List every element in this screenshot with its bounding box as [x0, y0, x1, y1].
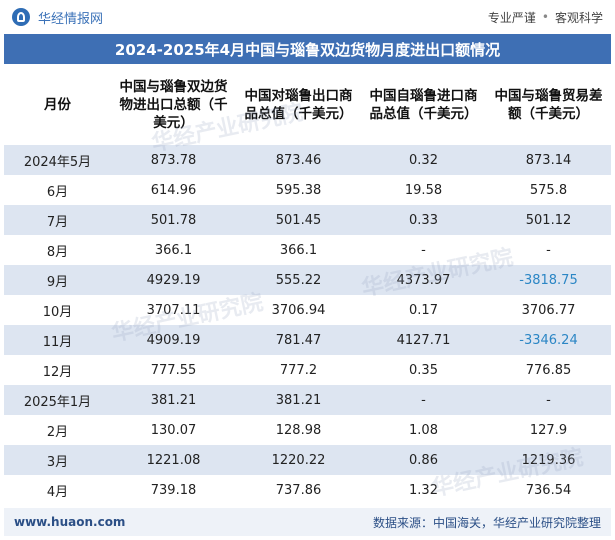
- cell-balance: 3706.77: [486, 295, 611, 325]
- table-row: 2024年5月 873.78 873.46 0.32 873.14: [4, 145, 611, 175]
- table-header-row: 月份 中国与瑙鲁双边货物进出口总额（千美元） 中国对瑙鲁出口商品总值（千美元） …: [4, 64, 611, 145]
- cell-total: 366.1: [111, 235, 236, 265]
- slogan-left: 专业严谨: [487, 10, 536, 25]
- cell-total: 501.78: [111, 205, 236, 235]
- cell-balance: 575.8: [486, 175, 611, 205]
- cell-month: 11月: [4, 325, 111, 355]
- brand-name: 华经情报网: [38, 11, 104, 27]
- cell-import: 0.32: [361, 145, 486, 175]
- cell-total: 3707.11: [111, 295, 236, 325]
- cell-month: 8月: [4, 235, 111, 265]
- cell-balance: -: [486, 385, 611, 415]
- cell-export: 381.21: [236, 385, 361, 415]
- table-row: 4月 739.18 737.86 1.32 736.54: [4, 475, 611, 505]
- cell-month: 2024年5月: [4, 145, 111, 175]
- cell-balance: -3818.75: [486, 265, 611, 295]
- table-row: 9月 4929.19 555.22 4373.97 -3818.75: [4, 265, 611, 295]
- page-title: 2024-2025年4月中国与瑙鲁双边货物月度进出口额情况: [4, 34, 611, 64]
- table-row: 8月 366.1 366.1- -: [4, 235, 611, 265]
- cell-import: -: [361, 235, 486, 265]
- footer-url[interactable]: www.huaon.com: [14, 515, 126, 529]
- table-row: 2025年1月 381.21 381.21- -: [4, 385, 611, 415]
- cell-total: 614.96: [111, 175, 236, 205]
- cell-import: 19.58: [361, 175, 486, 205]
- cell-balance: 127.9: [486, 415, 611, 445]
- cell-import: 4127.71: [361, 325, 486, 355]
- cell-import: 1.08: [361, 415, 486, 445]
- cell-total: 1221.08: [111, 445, 236, 475]
- cell-export: 128.98: [236, 415, 361, 445]
- cell-month: 6月: [4, 175, 111, 205]
- cell-export: 737.86: [236, 475, 361, 505]
- brand[interactable]: 华经情报网: [12, 8, 103, 27]
- cell-export: 595.38: [236, 175, 361, 205]
- column-header-export: 中国对瑙鲁出口商品总值（千美元）: [244, 87, 353, 122]
- cell-month: 7月: [4, 205, 111, 235]
- cell-balance: -: [486, 235, 611, 265]
- cell-export: 555.22: [236, 265, 361, 295]
- table-body: 2024年5月 873.78 873.46 0.32 873.14 6月 614.96 595…: [4, 145, 611, 505]
- cell-export: 873.46: [236, 145, 361, 175]
- cell-month: 2月: [4, 415, 111, 445]
- cell-import: 0.35: [361, 355, 486, 385]
- cell-balance: 776.85: [486, 355, 611, 385]
- cell-balance: 736.54: [486, 475, 611, 505]
- table-row: 10月 3707.11 3706.94 0.17 3706.77: [4, 295, 611, 325]
- cell-import: 0.17: [361, 295, 486, 325]
- slogan: 专业严谨 • 客观科学: [488, 9, 603, 26]
- cell-total: 739.18: [111, 475, 236, 505]
- cell-month: 12月: [4, 355, 111, 385]
- cell-total: 777.55: [111, 355, 236, 385]
- cell-import: 0.86: [361, 445, 486, 475]
- footer-source: 数据来源：中国海关，华经产业研究院整理: [372, 515, 601, 530]
- footer: www.huaon.com 数据来源：中国海关，华经产业研究院整理: [4, 508, 611, 536]
- cell-import: -: [361, 385, 486, 415]
- cell-export: 366.1: [236, 235, 361, 265]
- table-row: 12月 777.55 777.2 0.35 776.85: [4, 355, 611, 385]
- cell-export: 3706.94: [236, 295, 361, 325]
- data-table: 月份 中国与瑙鲁双边货物进出口总额（千美元） 中国对瑙鲁出口商品总值（千美元） …: [4, 64, 611, 505]
- cell-balance: -3346.24: [486, 325, 611, 355]
- table-row: 6月 614.96 595.38 19.58 575.8: [4, 175, 611, 205]
- brand-logo-icon: [12, 8, 30, 26]
- cell-month: 9月: [4, 265, 111, 295]
- column-header-month: 月份: [44, 96, 71, 113]
- cell-total: 4929.19: [111, 265, 236, 295]
- top-bar: 华经情报网 专业严谨 • 客观科学: [0, 0, 615, 34]
- table-row: 11月 4909.19 781.47 4127.71 -3346.24: [4, 325, 611, 355]
- cell-total: 873.78: [111, 145, 236, 175]
- cell-total: 381.21: [111, 385, 236, 415]
- slogan-right: 客观科学: [554, 10, 603, 25]
- cell-balance: 873.14: [486, 145, 611, 175]
- cell-month: 3月: [4, 445, 111, 475]
- cell-month: 2025年1月: [4, 385, 111, 415]
- slogan-separator: •: [541, 10, 549, 24]
- cell-total: 130.07: [111, 415, 236, 445]
- column-header-import: 中国自瑙鲁进口商品总值（千美元）: [369, 87, 478, 122]
- cell-month: 4月: [4, 475, 111, 505]
- cell-export: 1220.22: [236, 445, 361, 475]
- cell-balance: 1219.36: [486, 445, 611, 475]
- table-row: 2月 130.07 128.98 1.08 127.9: [4, 415, 611, 445]
- column-header-balance: 中国与瑙鲁贸易差额（千美元）: [494, 87, 603, 122]
- cell-export: 777.2: [236, 355, 361, 385]
- cell-total: 4909.19: [111, 325, 236, 355]
- cell-import: 1.32: [361, 475, 486, 505]
- cell-balance: 501.12: [486, 205, 611, 235]
- cell-export: 501.45: [236, 205, 361, 235]
- column-header-total: 中国与瑙鲁双边货物进出口总额（千美元）: [119, 78, 228, 131]
- table-row: 7月 501.78 501.45 0.33 501.12: [4, 205, 611, 235]
- table-row: 3月 1221.08 1220.22 0.86 1219.36: [4, 445, 611, 475]
- cell-import: 0.33: [361, 205, 486, 235]
- cell-export: 781.47: [236, 325, 361, 355]
- cell-import: 4373.97: [361, 265, 486, 295]
- cell-month: 10月: [4, 295, 111, 325]
